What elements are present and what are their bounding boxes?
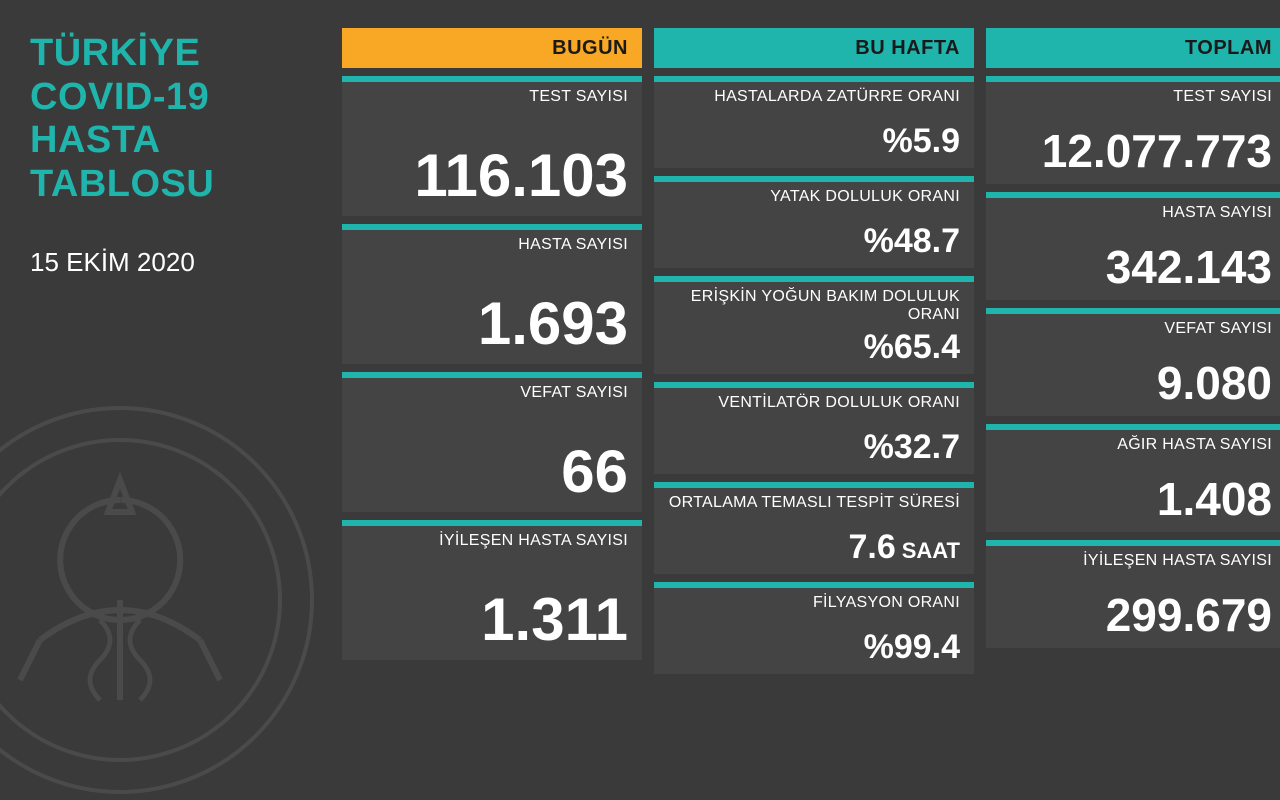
title-line-1: TÜRKİYE xyxy=(30,32,330,76)
stat-week-contact-trace-time: ORTALAMA TEMASLI TESPİT SÜRESİ 7.6 SAAT xyxy=(654,482,974,574)
stat-total-tests: TEST SAYISI 12.077.773 xyxy=(986,76,1280,184)
stat-value: 1.311 xyxy=(356,590,628,650)
header-week: BU HAFTA xyxy=(654,28,974,68)
stat-label: İYİLEŞEN HASTA SAYISI xyxy=(356,532,628,550)
stat-label: AĞIR HASTA SAYISI xyxy=(1000,436,1272,454)
page-title: TÜRKİYE COVID-19 HASTA TABLOSU xyxy=(30,32,330,207)
stat-value-number: 7.6 xyxy=(848,528,895,566)
stat-label: HASTALARDA ZATÜRRE ORANI xyxy=(668,88,960,106)
stat-total-recovered: İYİLEŞEN HASTA SAYISI 299.679 xyxy=(986,540,1280,648)
stat-label: FİLYASYON ORANI xyxy=(668,594,960,612)
stat-value: %5.9 xyxy=(668,124,960,158)
title-panel: TÜRKİYE COVID-19 HASTA TABLOSU 15 EKİM 2… xyxy=(30,28,330,692)
stat-label: HASTA SAYISI xyxy=(1000,204,1272,222)
title-line-3: HASTA xyxy=(30,119,330,163)
title-line-4: TABLOSU xyxy=(30,163,330,207)
stat-label: TEST SAYISI xyxy=(356,88,628,106)
stat-value-unit: SAAT xyxy=(902,538,960,563)
stat-week-filiation: FİLYASYON ORANI %99.4 xyxy=(654,582,974,674)
stat-label: ORTALAMA TEMASLI TESPİT SÜRESİ xyxy=(668,494,960,512)
stat-today-recovered: İYİLEŞEN HASTA SAYISI 1.311 xyxy=(342,520,642,660)
stat-week-icu-occupancy: ERİŞKİN YOĞUN BAKIM DOLULUK ORANI %65.4 xyxy=(654,276,974,374)
stat-label: HASTA SAYISI xyxy=(356,236,628,254)
stat-label: VENTİLATÖR DOLULUK ORANI xyxy=(668,394,960,412)
stat-value: %65.4 xyxy=(668,330,960,364)
stat-value: 9.080 xyxy=(1000,360,1272,406)
stat-week-bed-occupancy: YATAK DOLULUK ORANI %48.7 xyxy=(654,176,974,268)
stat-label: VEFAT SAYISI xyxy=(356,384,628,402)
stat-today-deaths: VEFAT SAYISI 66 xyxy=(342,372,642,512)
stat-value: 66 xyxy=(356,442,628,502)
stat-week-ventilator: VENTİLATÖR DOLULUK ORANI %32.7 xyxy=(654,382,974,474)
stat-value: 1.408 xyxy=(1000,476,1272,522)
stat-week-pneumonia: HASTALARDA ZATÜRRE ORANI %5.9 xyxy=(654,76,974,168)
title-line-2: COVID-19 xyxy=(30,76,330,120)
stat-total-patients: HASTA SAYISI 342.143 xyxy=(986,192,1280,300)
column-total: TOPLAM TEST SAYISI 12.077.773 HASTA SAYI… xyxy=(986,28,1280,692)
header-today: BUGÜN xyxy=(342,28,642,68)
stat-value: 299.679 xyxy=(1000,592,1272,638)
stat-value: 116.103 xyxy=(356,146,628,206)
column-week: BU HAFTA HASTALARDA ZATÜRRE ORANI %5.9 Y… xyxy=(654,28,974,692)
stat-label: ERİŞKİN YOĞUN BAKIM DOLULUK ORANI xyxy=(668,288,960,324)
header-total: TOPLAM xyxy=(986,28,1280,68)
report-date: 15 EKİM 2020 xyxy=(30,247,330,278)
stat-label: TEST SAYISI xyxy=(1000,88,1272,106)
column-today: BUGÜN TEST SAYISI 116.103 HASTA SAYISI 1… xyxy=(342,28,642,692)
stat-total-deaths: VEFAT SAYISI 9.080 xyxy=(986,308,1280,416)
stat-value: 1.693 xyxy=(356,294,628,354)
stat-total-critical: AĞIR HASTA SAYISI 1.408 xyxy=(986,424,1280,532)
stat-label: YATAK DOLULUK ORANI xyxy=(668,188,960,206)
stat-label: VEFAT SAYISI xyxy=(1000,320,1272,338)
stat-value: 12.077.773 xyxy=(1000,128,1272,174)
stat-label: İYİLEŞEN HASTA SAYISI xyxy=(1000,552,1272,570)
stat-value: 7.6 SAAT xyxy=(668,530,960,564)
stat-today-patients: HASTA SAYISI 1.693 xyxy=(342,224,642,364)
stat-today-tests: TEST SAYISI 116.103 xyxy=(342,76,642,216)
dashboard-container: TÜRKİYE COVID-19 HASTA TABLOSU 15 EKİM 2… xyxy=(0,0,1280,720)
stat-value: %32.7 xyxy=(668,430,960,464)
stat-value: 342.143 xyxy=(1000,244,1272,290)
stat-value: %48.7 xyxy=(668,224,960,258)
stat-value: %99.4 xyxy=(668,630,960,664)
